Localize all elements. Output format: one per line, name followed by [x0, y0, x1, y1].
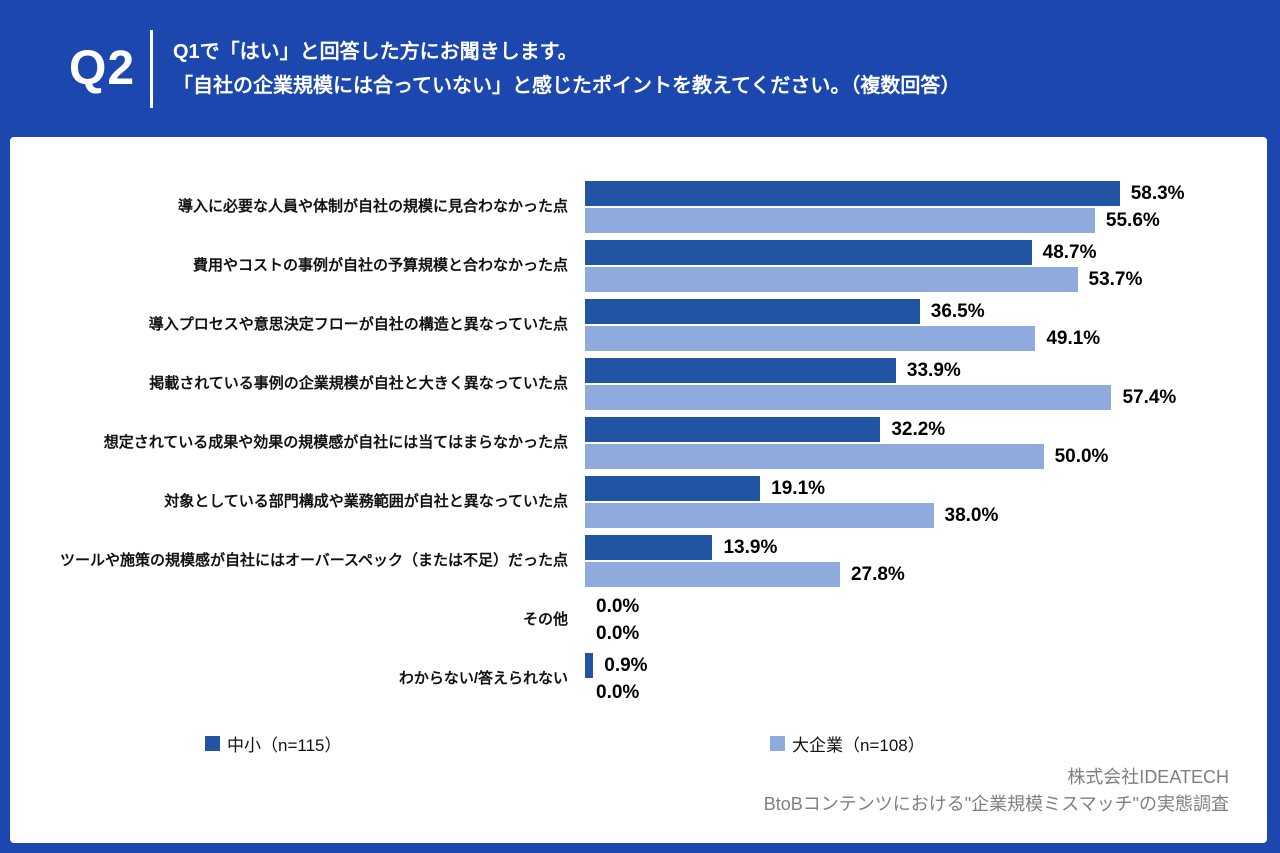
value-label: 33.9% — [906, 359, 961, 381]
legend-item-large-company: 大企業（n=108） — [770, 731, 925, 756]
bar-line: 57.4% — [585, 385, 1267, 410]
legend-label-large-company: 大企業（n=108） — [792, 736, 925, 755]
category-label: その他 — [522, 611, 568, 629]
bar-group: 13.9% 27.8% — [585, 535, 1267, 587]
bar-line: 58.3% — [585, 181, 1267, 206]
bar-group: 32.2% 50.0% — [585, 417, 1267, 469]
company-name: 株式会社IDEATECH — [1067, 767, 1229, 787]
bar-line: 19.1% — [585, 476, 1267, 501]
bar-large-company — [585, 562, 840, 587]
question-title-line2: 「自社の企業規模には合っていない」と感じたポイントを教えてください。（複数回答） — [173, 74, 961, 97]
value-label: 0.0% — [596, 681, 640, 703]
category-label: ツールや施策の規模感が自社にはオーバースペック（または不足）だった点 — [59, 552, 568, 570]
bar-small-company — [585, 299, 920, 324]
survey-title: BtoBコンテンツにおける"企業規模ミスマッチ"の実態調査 — [763, 794, 1229, 814]
bar-large-company — [585, 503, 934, 528]
bar-large-company — [585, 267, 1078, 292]
bar-line: 0.0% — [585, 594, 1267, 619]
bar-chart: 導入に必要な人員や体制が自社の規模に見合わなかった点 58.3% 55.6% 費用やコ… — [10, 181, 1267, 705]
category-label: 掲載されている事例の企業規模が自社と大きく異なっていた点 — [149, 375, 568, 393]
bar-small-company — [585, 417, 881, 442]
bar-small-company — [585, 181, 1120, 206]
chart-row: 対象としている部門構成や業務範囲が自社と異なっていた点 19.1% 38.0% — [10, 476, 1267, 528]
chart-row: ツールや施策の規模感が自社にはオーバースペック（または不足）だった点 13.9% 2… — [10, 535, 1267, 587]
bar-line: 53.7% — [585, 267, 1267, 292]
category-label: 費用やコストの事例が自社の予算規模と合わなかった点 — [192, 257, 568, 275]
category-label: 導入プロセスや意思決定フローが自社の構造と異なっていた点 — [148, 316, 568, 334]
bar-group: 58.3% 55.6% — [585, 181, 1267, 233]
bar-group: 19.1% 38.0% — [585, 476, 1267, 528]
chart-row: その他 0.0% 0.0% — [10, 594, 1267, 646]
bar-line: 48.7% — [585, 240, 1267, 265]
bar-line: 27.8% — [585, 562, 1267, 587]
bar-small-company — [585, 476, 761, 501]
bar-small-company — [585, 240, 1032, 265]
bar-group: 33.9% 57.4% — [585, 358, 1267, 410]
value-label: 32.2% — [891, 418, 946, 440]
bar-group: 0.0% 0.0% — [585, 594, 1267, 646]
value-label: 19.1% — [771, 477, 826, 499]
category-label: 対象としている部門構成や業務範囲が自社と異なっていた点 — [164, 493, 568, 511]
value-label: 0.0% — [596, 595, 640, 617]
category-label: 想定されている成果や効果の規模感が自社には当てはまらなかった点 — [103, 434, 568, 452]
bar-line: 55.6% — [585, 208, 1267, 233]
value-label: 38.0% — [944, 504, 999, 526]
value-label: 36.5% — [930, 300, 985, 322]
bar-line: 32.2% — [585, 417, 1267, 442]
value-label: 49.1% — [1046, 327, 1101, 349]
question-number: Q2 — [68, 42, 136, 95]
value-label: 48.7% — [1042, 241, 1097, 263]
value-label: 0.0% — [596, 622, 640, 644]
legend-label-small-company: 中小（n=115） — [227, 736, 342, 755]
header-divider — [150, 29, 153, 108]
bar-small-company — [585, 535, 713, 560]
legend-item-small-company: 中小（n=115） — [205, 731, 770, 756]
bar-large-company — [585, 385, 1112, 410]
chart-row: 費用やコストの事例が自社の予算規模と合わなかった点 48.7% 53.7% — [10, 240, 1267, 292]
bar-large-company — [585, 444, 1044, 469]
legend-swatch-large-company-icon — [770, 736, 785, 751]
value-label: 58.3% — [1130, 182, 1185, 204]
chart-row: 導入プロセスや意思決定フローが自社の構造と異なっていた点 36.5% 49.1% — [10, 299, 1267, 351]
bar-line: 50.0% — [585, 444, 1267, 469]
value-label: 57.4% — [1122, 386, 1177, 408]
question-title: Q1で「はい」と回答した方にお聞きします。 「自社の企業規模には合っていない」と… — [173, 35, 960, 103]
question-header: Q2 Q1で「はい」と回答した方にお聞きします。 「自社の企業規模には合っていな… — [0, 0, 1280, 137]
value-label: 0.9% — [604, 654, 648, 676]
category-label: わからない/答えられない — [398, 670, 568, 688]
question-title-line1: Q1で「はい」と回答した方にお聞きします。 — [173, 40, 578, 63]
chart-row: わからない/答えられない 0.9% 0.0% — [10, 653, 1267, 705]
bar-line: 0.0% — [585, 680, 1267, 705]
value-label: 13.9% — [723, 536, 778, 558]
bar-line: 13.9% — [585, 535, 1267, 560]
bar-group: 36.5% 49.1% — [585, 299, 1267, 351]
chart-row: 導入に必要な人員や体制が自社の規模に見合わなかった点 58.3% 55.6% — [10, 181, 1267, 233]
source-attribution: 株式会社IDEATECH BtoBコンテンツにおける"企業規模ミスマッチ"の実態… — [10, 764, 1267, 818]
legend-swatch-small-company-icon — [205, 736, 220, 751]
bar-small-company — [585, 653, 594, 678]
bar-line: 0.0% — [585, 621, 1267, 646]
bar-group: 0.9% 0.0% — [585, 653, 1267, 705]
chart-row: 想定されている成果や効果の規模感が自社には当てはまらなかった点 32.2% 50.0… — [10, 417, 1267, 469]
bar-group: 48.7% 53.7% — [585, 240, 1267, 292]
value-label: 27.8% — [850, 563, 905, 585]
chart-row: 掲載されている事例の企業規模が自社と大きく異なっていた点 33.9% 57.4% — [10, 358, 1267, 410]
value-label: 55.6% — [1105, 209, 1160, 231]
bar-line: 0.9% — [585, 653, 1267, 678]
bar-large-company — [585, 208, 1095, 233]
bar-line: 38.0% — [585, 503, 1267, 528]
chart-card: 導入に必要な人員や体制が自社の規模に見合わなかった点 58.3% 55.6% 費用やコ… — [10, 137, 1267, 843]
bar-line: 33.9% — [585, 358, 1267, 383]
category-label: 導入に必要な人員や体制が自社の規模に見合わなかった点 — [177, 198, 568, 216]
bar-large-company — [585, 326, 1036, 351]
chart-legend: 中小（n=115） 大企業（n=108） — [10, 731, 1267, 756]
value-label: 53.7% — [1088, 268, 1143, 290]
bar-small-company — [585, 358, 896, 383]
value-label: 50.0% — [1054, 445, 1109, 467]
bar-line: 49.1% — [585, 326, 1267, 351]
bar-line: 36.5% — [585, 299, 1267, 324]
